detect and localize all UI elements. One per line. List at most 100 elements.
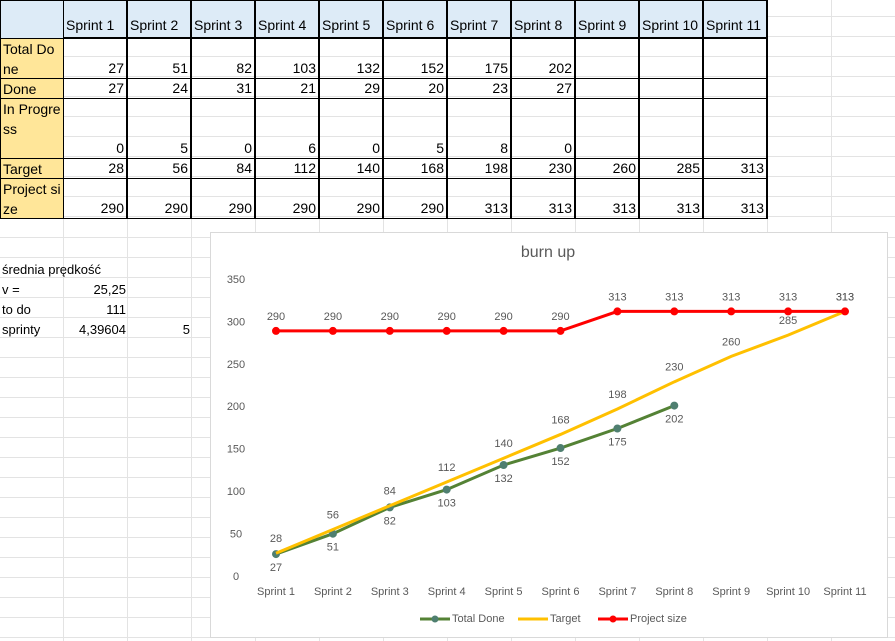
marker: [499, 460, 508, 469]
value-cell: [703, 98, 768, 159]
series-line: [275, 404, 675, 556]
data-label: 290: [324, 311, 342, 323]
marker: [670, 401, 679, 410]
value-cell: 82: [191, 38, 256, 79]
data-label: 27: [270, 562, 282, 574]
row-label: Total Done: [0, 38, 64, 79]
value-cell: 0: [63, 98, 128, 159]
chart-frame: [210, 232, 888, 638]
row-label: Target: [0, 158, 64, 179]
value-cell: 290: [127, 178, 192, 219]
data-label: 56: [327, 509, 339, 521]
value-cell: [703, 78, 768, 99]
value-cell: 84: [191, 158, 256, 179]
marker: [613, 307, 622, 316]
header-cell: Sprint 2: [127, 0, 192, 39]
note-label: średnia prędkość: [2, 262, 101, 277]
x-tick-label: Sprint 1: [257, 586, 295, 598]
value-cell: 6: [255, 98, 320, 159]
data-label: 313: [608, 291, 626, 303]
marker: [613, 424, 622, 433]
data-label: 313: [722, 291, 740, 303]
value-cell: 0: [319, 98, 384, 159]
note-value: 5: [182, 322, 190, 337]
header-cell: Sprint 8: [511, 0, 576, 39]
y-tick-label: 0: [233, 571, 239, 583]
marker: [841, 307, 849, 316]
header-cell: Sprint 11: [703, 0, 768, 39]
value-cell: 5: [127, 98, 192, 159]
value-cell: 290: [191, 178, 256, 219]
note-value: 111: [106, 302, 126, 317]
row-label: Done: [0, 78, 64, 99]
value-cell: 313: [703, 158, 768, 179]
y-tick-label: 250: [227, 359, 245, 371]
value-cell: 285: [639, 158, 704, 179]
data-label: 112: [438, 462, 456, 474]
value-cell: 313: [575, 178, 640, 219]
value-cell: [639, 78, 704, 99]
legend-marker: [609, 615, 617, 623]
value-cell: 152: [383, 38, 448, 79]
marker: [385, 326, 394, 335]
legend-label: Target: [550, 613, 581, 625]
value-cell: [575, 38, 640, 79]
note-label: sprinty: [2, 322, 41, 337]
value-cell: 103: [255, 38, 320, 79]
marker: [784, 307, 793, 316]
value-cell: [575, 98, 640, 159]
x-tick-label: Sprint 7: [598, 586, 636, 598]
legend-marker: [431, 615, 439, 623]
data-label: 290: [381, 311, 399, 323]
x-tick-label: Sprint 6: [542, 586, 580, 598]
value-cell: 290: [383, 178, 448, 219]
marker: [442, 485, 451, 494]
value-cell: 56: [127, 158, 192, 179]
value-cell: 290: [319, 178, 384, 219]
value-cell: 0: [511, 98, 576, 159]
x-tick-label: Sprint 8: [655, 586, 693, 598]
value-cell: 28: [63, 158, 128, 179]
data-label: 175: [608, 436, 626, 448]
data-label: 28: [270, 533, 282, 545]
marker: [442, 326, 451, 335]
note-value: 4,39604: [79, 322, 126, 337]
value-cell: 27: [63, 38, 128, 79]
y-tick-label: 350: [227, 274, 245, 286]
data-label: 202: [665, 413, 683, 425]
marker: [272, 326, 280, 335]
value-cell: 21: [255, 78, 320, 99]
chart: burn up 0 50 100 150 200 250 300 350 Sprint 1 Spr…: [210, 232, 888, 638]
data-label: 198: [608, 389, 626, 401]
data-label: 290: [494, 311, 512, 323]
value-cell: 140: [319, 158, 384, 179]
x-tick-label: Sprint 9: [712, 586, 750, 598]
header-cell: Sprint 3: [191, 0, 256, 39]
chart-title: burn up: [521, 244, 575, 261]
value-cell: 29: [319, 78, 384, 99]
value-cell: 313: [511, 178, 576, 219]
y-tick-label: 200: [227, 401, 245, 413]
x-tick-label: Sprint 10: [766, 586, 810, 598]
value-cell: 24: [127, 78, 192, 99]
data-label: 313: [665, 291, 683, 303]
marker: [499, 326, 508, 335]
y-tick-label: 300: [227, 316, 245, 328]
value-cell: 23: [447, 78, 512, 99]
x-tick-label: Sprint 11: [823, 586, 866, 598]
data-label: 230: [665, 362, 683, 374]
value-cell: 0: [191, 98, 256, 159]
data-label: 103: [438, 498, 456, 510]
marker: [556, 444, 565, 453]
value-cell: 27: [63, 78, 128, 99]
header-cell: Sprint 5: [319, 0, 384, 39]
header-cell: Sprint 9: [575, 0, 640, 39]
y-tick-label: 50: [230, 528, 242, 540]
header-cell: Sprint 1: [63, 0, 128, 39]
value-cell: 132: [319, 38, 384, 79]
series-line: [275, 310, 846, 555]
x-tick-label: Sprint 3: [371, 586, 409, 598]
data-label: 260: [722, 336, 740, 348]
value-cell: 168: [383, 158, 448, 179]
